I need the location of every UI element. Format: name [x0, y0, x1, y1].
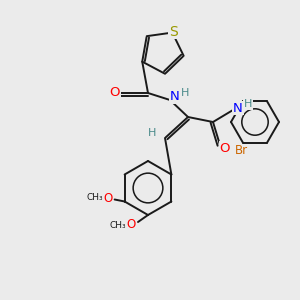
Text: H: H [244, 99, 252, 109]
Text: H: H [148, 128, 156, 138]
Text: S: S [169, 25, 178, 39]
Text: CH₃: CH₃ [110, 221, 126, 230]
Text: N: N [233, 101, 243, 115]
Text: O: O [126, 218, 136, 232]
Text: O: O [220, 142, 230, 154]
Text: N: N [170, 91, 180, 103]
Text: O: O [110, 86, 120, 100]
Text: CH₃: CH₃ [86, 193, 103, 202]
Text: Br: Br [234, 144, 248, 157]
Text: H: H [181, 88, 189, 98]
Text: O: O [103, 192, 112, 205]
